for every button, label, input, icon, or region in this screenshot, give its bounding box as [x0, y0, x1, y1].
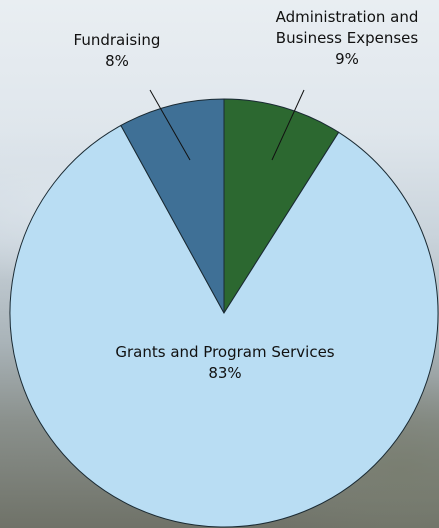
chart: Administration and Business Expenses9% Gr… — [0, 0, 439, 528]
value-label: 83% — [70, 363, 380, 384]
value-label: 9% — [252, 49, 439, 70]
category-label: Administration and Business Expenses — [252, 7, 439, 49]
category-label: Grants and Program Services — [70, 342, 380, 363]
category-label: Fundraising — [50, 30, 184, 51]
pie-chart — [0, 0, 439, 528]
value-label: 8% — [50, 51, 184, 72]
